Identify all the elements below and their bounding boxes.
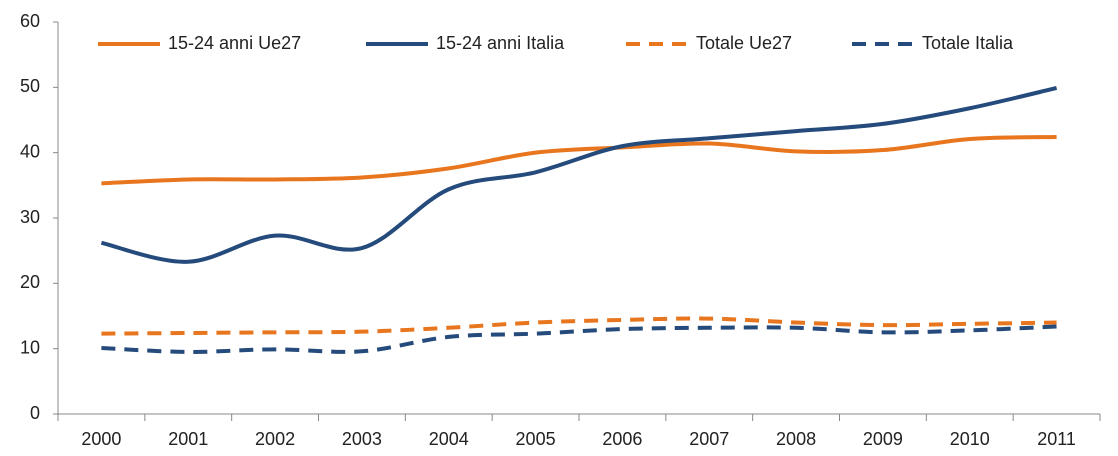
line-series (101, 324, 1057, 354)
x-tick-label: 2003 (342, 429, 382, 449)
y-tick-label: 20 (20, 272, 40, 292)
x-tick-label: 2005 (516, 429, 556, 449)
line-series (101, 316, 1057, 336)
y-tick-label: 60 (20, 11, 40, 31)
x-tick-label: 2008 (776, 429, 816, 449)
x-tick-label: 2002 (255, 429, 295, 449)
x-tick-label: 2004 (429, 429, 469, 449)
y-tick-label: 10 (20, 337, 40, 357)
x-tick-label: 2001 (168, 429, 208, 449)
x-tick-label: 2000 (81, 429, 121, 449)
y-tick-label: 50 (20, 76, 40, 96)
legend-label: 15-24 anni Italia (436, 33, 565, 53)
line-series (100, 86, 1058, 264)
x-tick-label: 2007 (689, 429, 729, 449)
x-tick-label: 2009 (863, 429, 903, 449)
y-tick-label: 40 (20, 141, 40, 161)
legend-label: Totale Italia (922, 33, 1014, 53)
x-tick-label: 2011 (1037, 429, 1076, 449)
x-tick-label: 2006 (602, 429, 642, 449)
x-tick-label: 2010 (950, 429, 990, 449)
legend-label: Totale Ue27 (696, 33, 792, 53)
legend-label: 15-24 anni Ue27 (168, 33, 301, 53)
line-series (101, 134, 1057, 186)
y-tick-label: 0 (30, 403, 40, 423)
y-tick-label: 30 (20, 207, 40, 227)
